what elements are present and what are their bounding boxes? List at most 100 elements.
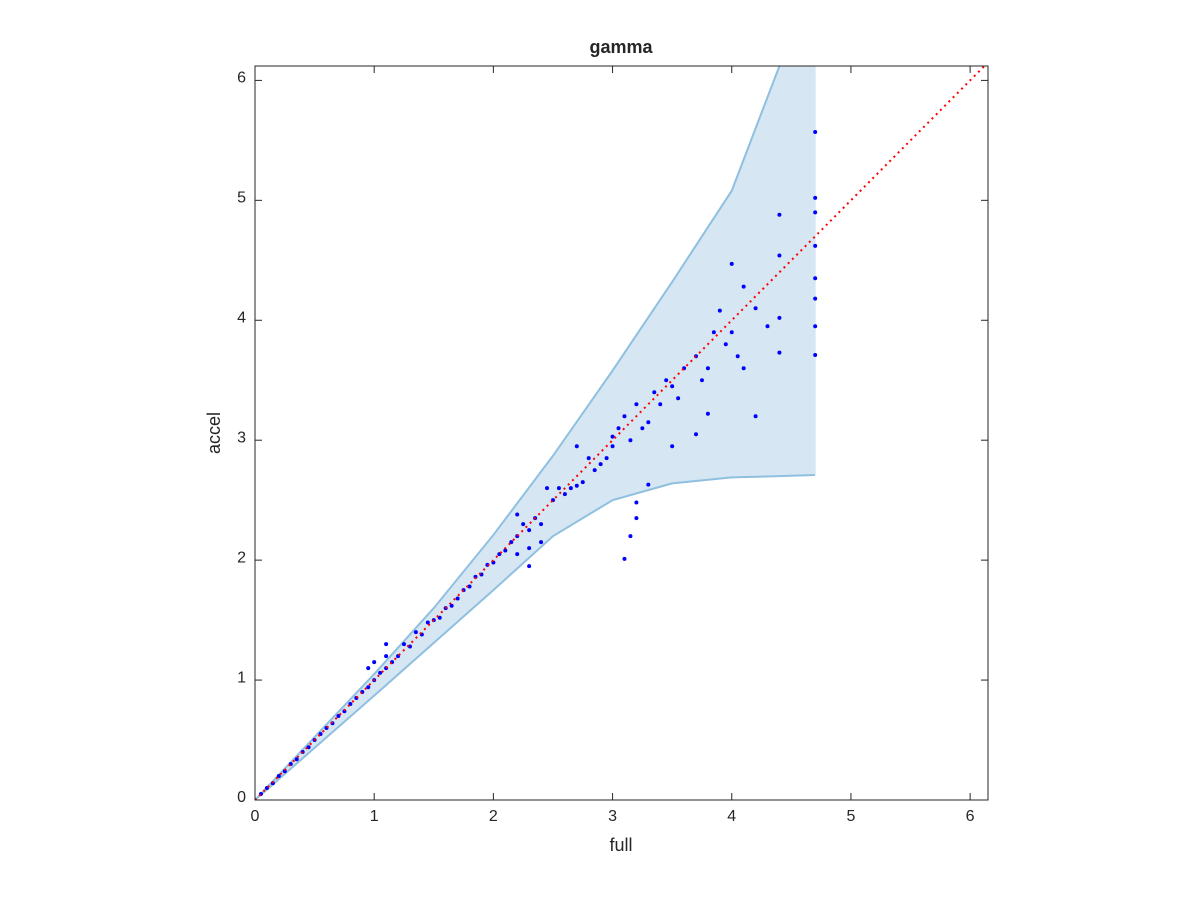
point — [366, 666, 371, 671]
point — [592, 468, 597, 473]
band-area — [255, 66, 816, 800]
point — [586, 456, 591, 461]
point — [670, 384, 675, 389]
point — [813, 243, 818, 248]
point — [366, 685, 371, 690]
point — [556, 486, 561, 491]
point — [378, 670, 383, 675]
point — [515, 512, 520, 517]
point — [658, 402, 663, 407]
point — [610, 434, 615, 439]
point — [622, 556, 627, 561]
y-tick-label: 4 — [237, 309, 246, 326]
plot-area — [255, 66, 986, 800]
y-tick-label: 2 — [237, 549, 246, 566]
point — [574, 444, 579, 449]
point — [413, 630, 418, 635]
point — [616, 426, 621, 431]
point — [729, 330, 734, 335]
point — [336, 714, 341, 719]
point — [545, 486, 550, 491]
x-tick-label: 1 — [370, 808, 379, 825]
point — [449, 603, 454, 608]
x-axis-label: full — [609, 835, 632, 855]
point — [598, 462, 603, 467]
point — [628, 534, 633, 539]
point — [699, 378, 704, 383]
point — [622, 414, 627, 419]
point — [610, 444, 615, 449]
y-axis-label: accel — [204, 412, 224, 454]
point — [628, 438, 633, 443]
band-upper — [255, 66, 781, 800]
point — [384, 642, 389, 647]
y-tick-label: 6 — [237, 70, 246, 87]
x-tick-label: 3 — [608, 808, 617, 825]
point — [539, 540, 544, 545]
point — [467, 584, 472, 589]
point — [670, 444, 675, 449]
point — [509, 540, 514, 545]
point — [539, 522, 544, 527]
point — [521, 522, 526, 527]
point — [813, 324, 818, 329]
y-tick-label: 3 — [237, 429, 246, 446]
band-lower — [255, 473, 816, 800]
point — [753, 306, 758, 311]
point — [634, 402, 639, 407]
point — [813, 296, 818, 301]
x-tick-label: 0 — [251, 808, 260, 825]
point — [384, 654, 389, 659]
point — [580, 480, 585, 485]
point — [568, 486, 573, 491]
point — [717, 308, 722, 313]
point — [437, 615, 442, 620]
point — [407, 644, 412, 649]
point — [753, 414, 758, 419]
point — [372, 660, 377, 665]
point — [634, 516, 639, 521]
x-tick-label: 6 — [966, 808, 975, 825]
point — [652, 390, 657, 395]
point — [276, 774, 281, 779]
point — [646, 420, 651, 425]
point — [527, 564, 532, 569]
point — [634, 500, 639, 505]
point — [503, 548, 508, 553]
point — [711, 330, 716, 335]
point — [562, 492, 567, 497]
point — [425, 620, 430, 625]
point — [729, 261, 734, 266]
point — [777, 212, 782, 217]
point — [813, 276, 818, 281]
point — [813, 210, 818, 215]
point — [777, 350, 782, 355]
point — [705, 411, 710, 416]
point — [455, 596, 460, 601]
point — [777, 253, 782, 258]
point — [676, 396, 681, 401]
point — [777, 315, 782, 320]
point — [664, 378, 669, 383]
point — [640, 426, 645, 431]
point — [723, 342, 728, 347]
point — [646, 482, 651, 487]
x-tick-label: 4 — [727, 808, 736, 825]
point — [294, 757, 299, 762]
point — [813, 195, 818, 200]
point — [515, 552, 520, 557]
point — [813, 129, 818, 134]
y-tick-label: 0 — [237, 789, 246, 806]
point — [527, 528, 532, 533]
x-tick-label: 2 — [489, 808, 498, 825]
point — [527, 546, 532, 551]
point — [604, 456, 609, 461]
point — [741, 284, 746, 289]
y-tick-label: 5 — [237, 190, 246, 207]
point — [693, 432, 698, 437]
point — [574, 483, 579, 488]
point — [813, 353, 818, 358]
axes-box — [254, 65, 989, 801]
